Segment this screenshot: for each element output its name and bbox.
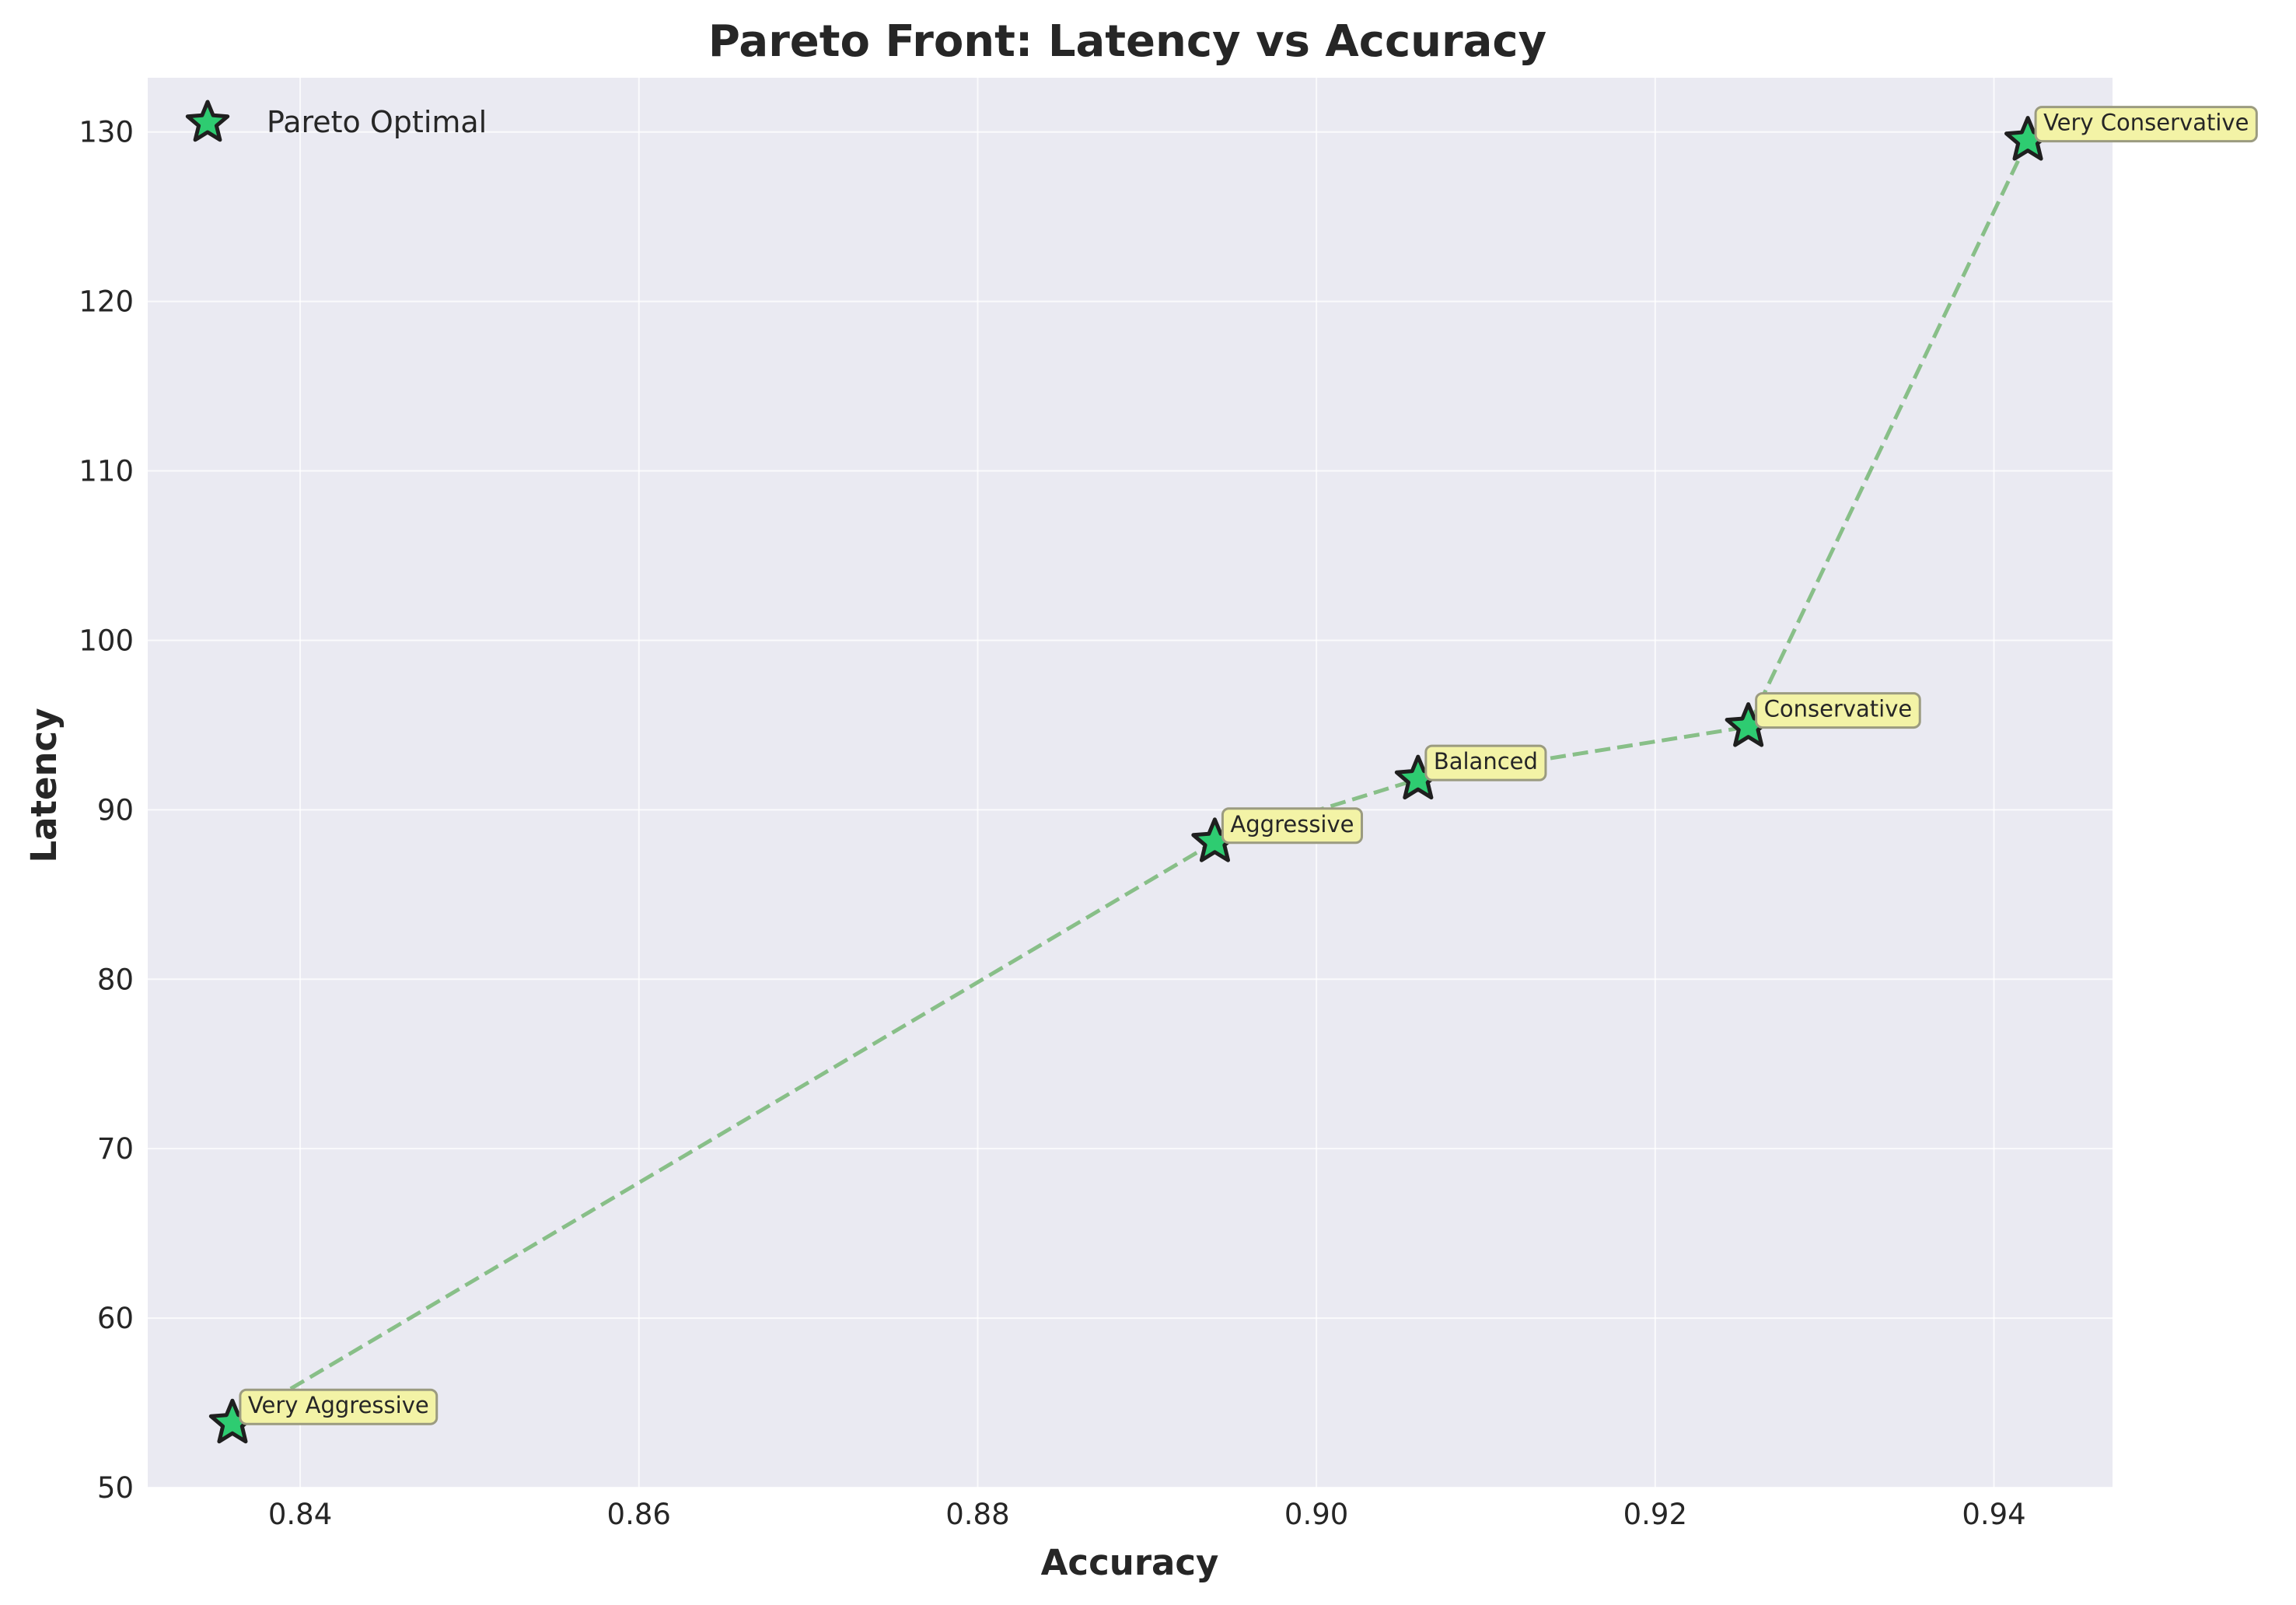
- x-tick-label: 0.84: [268, 1498, 332, 1531]
- point-annotation: Aggressive: [1221, 807, 1364, 844]
- y-tick-label: 60: [97, 1302, 134, 1335]
- annotation-label: Aggressive: [1230, 811, 1354, 837]
- x-axis-label: Accuracy: [1041, 1542, 1219, 1583]
- annotation-label: Very Conservative: [2043, 110, 2249, 136]
- y-tick-label: 120: [79, 285, 134, 319]
- x-axis-ticks: 0.84 0.86 0.88 0.90 0.92 0.94: [268, 1498, 2026, 1531]
- annotation-box: [2034, 106, 2258, 143]
- plot-area: [148, 78, 2113, 1488]
- y-tick-label: 70: [97, 1132, 134, 1166]
- point-annotations: Very Aggressive Aggressive Balanced Conserv…: [239, 106, 2258, 1425]
- annotation-label: Conservative: [1764, 696, 1913, 722]
- legend-label: Pareto Optimal: [267, 105, 487, 139]
- grid: [148, 78, 2113, 1488]
- chart-title: Pareto Front: Latency vs Accuracy: [708, 16, 1546, 67]
- y-tick-label: 130: [79, 116, 134, 149]
- y-axis-label: Latency: [23, 708, 65, 862]
- point-annotation: Very Aggressive: [239, 1388, 439, 1425]
- annotation-label: Very Aggressive: [248, 1392, 429, 1418]
- y-axis-ticks: 50 60 70 80 90 100 110 120 130: [79, 116, 134, 1505]
- x-tick-label: 0.86: [607, 1498, 671, 1531]
- annotation-label: Balanced: [1434, 748, 1538, 775]
- x-tick-label: 0.90: [1284, 1498, 1348, 1531]
- y-tick-label: 110: [79, 455, 134, 488]
- y-tick-label: 100: [79, 624, 134, 657]
- annotation-box: [1221, 807, 1364, 844]
- annotation-box: [239, 1388, 439, 1425]
- legend: Pareto Optimal: [185, 100, 487, 142]
- y-tick-label: 80: [97, 963, 134, 996]
- point-annotation: Balanced: [1424, 744, 1547, 782]
- x-tick-label: 0.88: [945, 1498, 1009, 1531]
- y-tick-label: 90: [97, 793, 134, 827]
- y-tick-label: 50: [97, 1471, 134, 1505]
- x-tick-label: 0.94: [1962, 1498, 2025, 1531]
- x-tick-label: 0.92: [1623, 1498, 1687, 1531]
- point-annotation: Very Conservative: [2034, 106, 2258, 143]
- point-annotation: Conservative: [1755, 692, 1921, 729]
- annotation-box: [1424, 744, 1547, 782]
- legend-star-icon: [185, 100, 230, 142]
- annotation-box: [1755, 692, 1921, 729]
